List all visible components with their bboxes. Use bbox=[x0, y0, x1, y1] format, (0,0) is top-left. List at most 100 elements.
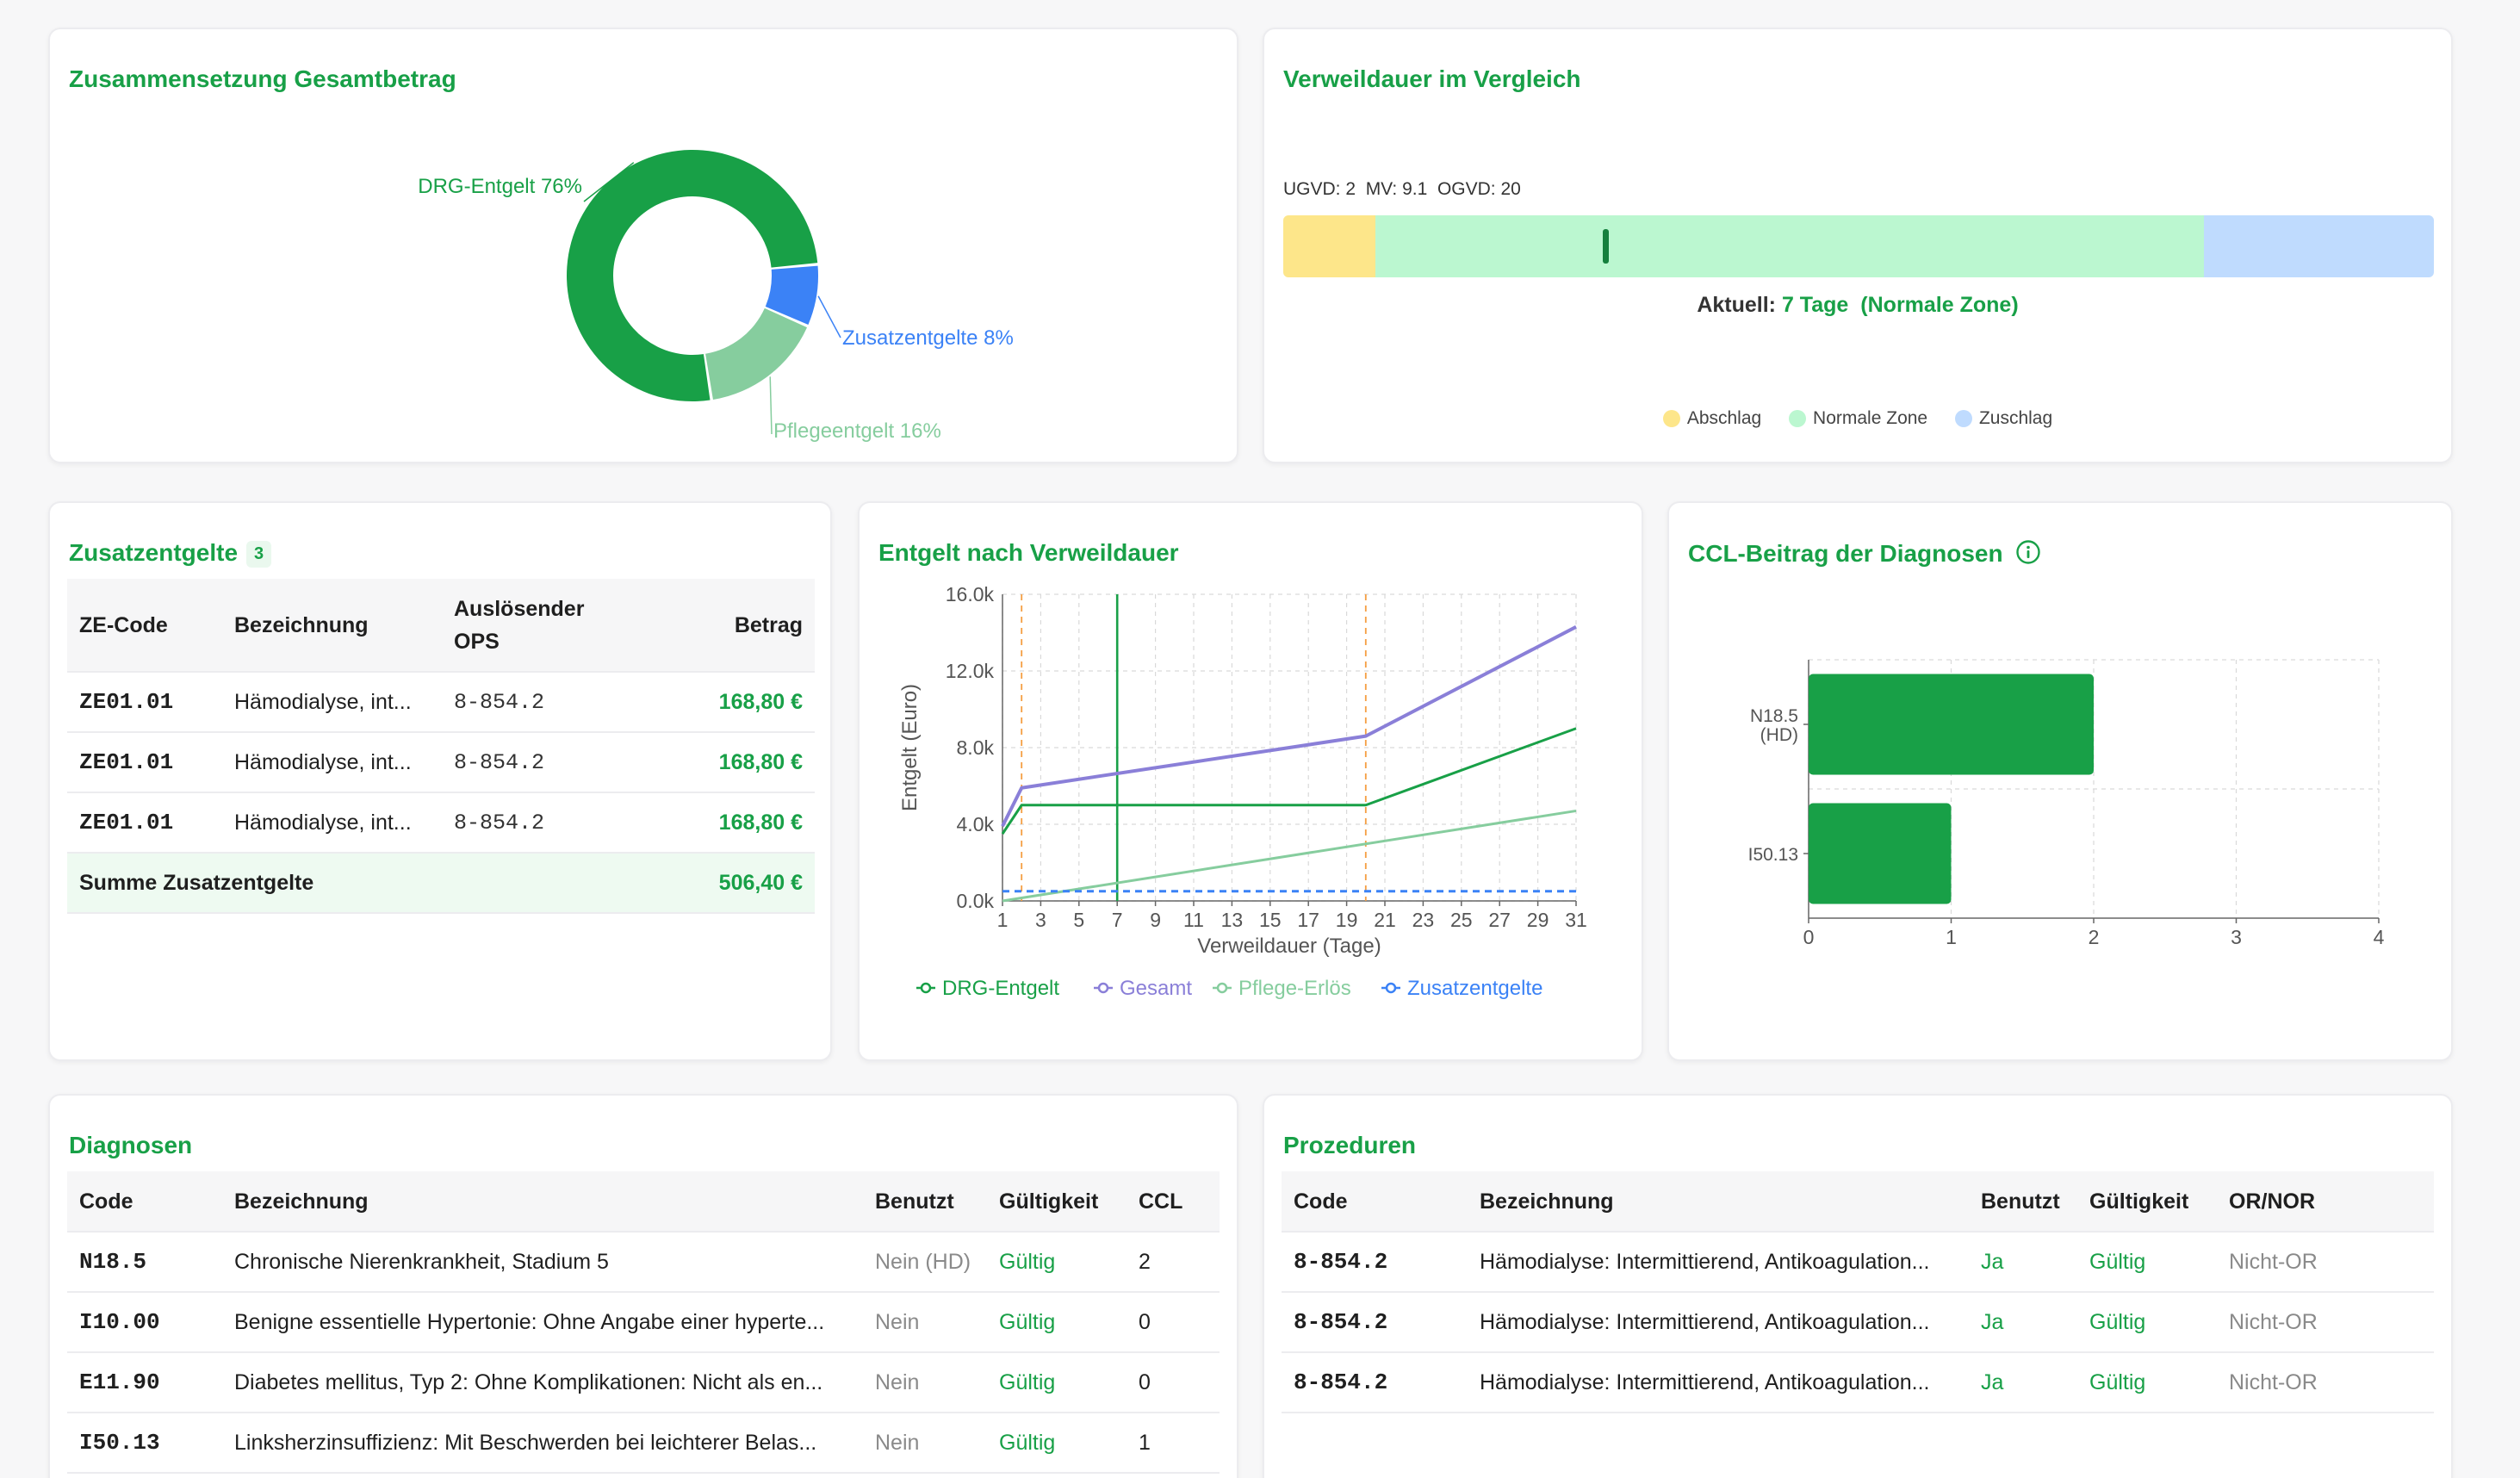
col-ausloesender-ops[interactable]: Auslösender OPS bbox=[442, 579, 627, 673]
table-row[interactable]: I10.00 Benigne essentielle Hypertonie: Oh… bbox=[67, 1292, 1220, 1353]
slice-pflegeentgelt-label: Pflegeentgelt 16% bbox=[773, 419, 941, 443]
table-row[interactable]: ZE01.01 Hämodialyse, int... 8-854.2 168,80 … bbox=[67, 672, 815, 733]
table-row[interactable]: 8-854.2 Hämodialyse: Intermittierend, Ant… bbox=[1282, 1352, 2434, 1413]
stay-current-label: Aktuell: bbox=[1697, 293, 1782, 317]
table-row[interactable]: ZE01.01 Hämodialyse, int... 8-854.2 168,80 … bbox=[67, 792, 815, 854]
svg-text:Pflege-Erlös: Pflege-Erlös bbox=[1238, 977, 1351, 1000]
zusatz-count-badge: 3 bbox=[246, 541, 272, 568]
prozeduren-card: Prozeduren Code Bezeichnung Benutzt Gült… bbox=[1263, 1094, 2453, 1478]
prozeduren-title: Prozeduren bbox=[1283, 1132, 1417, 1158]
prozeduren-table: Code Bezeichnung Benutzt Gültigkeit OR/N… bbox=[1282, 1171, 2434, 1413]
x-tick-label: 27 bbox=[1488, 909, 1511, 931]
diagnosen-header-row: Code Bezeichnung Benutzt Gültigkeit CCL bbox=[67, 1171, 1220, 1233]
x-tick-label: 4 bbox=[2374, 926, 2385, 948]
y-axis-label: Entgelt (Euro) bbox=[898, 684, 922, 811]
ops-cell: 8-854.2 bbox=[442, 672, 627, 733]
stay-current-zone: (Normale Zone) bbox=[1860, 293, 2019, 317]
stay-current: Aktuell: 7 Tage (Normale Zone) bbox=[1264, 293, 2451, 318]
bezeichnung-cell: Hämodialyse: Intermittierend, Antikoagul… bbox=[1468, 1292, 1969, 1353]
table-row[interactable]: I50.13 Linksherzinsuffizienz: Mit Beschwe… bbox=[67, 1413, 1220, 1474]
bezeichnung-cell: Hämodialyse: Intermittierend, Antikoagul… bbox=[1468, 1352, 1969, 1413]
bezeichnung-cell: Diabetes mellitus, Typ 2: Ohne Komplikat… bbox=[222, 1352, 863, 1413]
table-row[interactable]: 8-854.2 Hämodialyse: Intermittierend, Ant… bbox=[1282, 1292, 2434, 1353]
series-line-drg-entgelt[interactable] bbox=[1001, 727, 1577, 835]
svg-text:DRG-Entgelt: DRG-Entgelt bbox=[942, 977, 1059, 1000]
or-nor-cell: Nicht-OR bbox=[2217, 1352, 2434, 1413]
y-tick-label: N18.5 (HD) bbox=[1750, 706, 1798, 745]
x-tick-label: 25 bbox=[1450, 909, 1473, 931]
x-tick-label: 13 bbox=[1221, 909, 1244, 931]
col-gueltigkeit[interactable]: Gültigkeit bbox=[987, 1171, 1127, 1233]
col-or-nor[interactable]: OR/NOR bbox=[2217, 1171, 2434, 1233]
slice-zusatzentgelte-leader bbox=[817, 295, 841, 338]
col-benutzt[interactable]: Benutzt bbox=[1969, 1171, 2077, 1233]
ccl-cell: 1 bbox=[1127, 1413, 1220, 1474]
ops-cell: 8-854.2 bbox=[442, 732, 627, 793]
x-tick-label: 19 bbox=[1336, 909, 1358, 931]
slice-drg-entgelt[interactable] bbox=[567, 150, 818, 401]
sum-amount: 506,40 € bbox=[627, 853, 815, 914]
svg-text:Gesamt: Gesamt bbox=[1120, 977, 1192, 1000]
zusatz-header-row: ZE-Code Bezeichnung Auslösender OPS Betr… bbox=[67, 579, 815, 673]
gueltigkeit-cell: Gültig bbox=[987, 1292, 1127, 1353]
composition-title: Zusammensetzung Gesamtbetrag bbox=[69, 65, 456, 92]
series-line-pflege-erl-s[interactable] bbox=[1002, 809, 1577, 903]
table-row[interactable]: E11.90 Diabetes mellitus, Typ 2: Ohne Kom… bbox=[67, 1352, 1220, 1413]
series-line-gesamt[interactable] bbox=[1001, 625, 1577, 828]
entgelt-card: Entgelt nach Verweildauer 0.0k 4.0k 8.0k 12… bbox=[858, 501, 1643, 1061]
legend-item-pflege-erl-s[interactable]: Pflege-Erlös bbox=[1213, 977, 1351, 1000]
stay-current-marker bbox=[1603, 229, 1610, 264]
info-icon[interactable] bbox=[2015, 539, 2041, 571]
diagnosen-table: Code Bezeichnung Benutzt Gültigkeit CCL … bbox=[67, 1171, 1220, 1474]
x-tick-label: 15 bbox=[1259, 909, 1282, 931]
x-tick-label: 21 bbox=[1374, 909, 1396, 931]
col-bezeichnung[interactable]: Bezeichnung bbox=[222, 1171, 863, 1233]
diagnose-code-cell: E11.90 bbox=[67, 1352, 222, 1413]
legend-item-gesamt[interactable]: Gesamt bbox=[1094, 977, 1192, 1000]
or-nor-cell: Nicht-OR bbox=[2217, 1292, 2434, 1353]
col-ccl[interactable]: CCL bbox=[1127, 1171, 1220, 1233]
col-gueltigkeit[interactable]: Gültigkeit bbox=[2077, 1171, 2217, 1233]
benutzt-cell: Ja bbox=[1969, 1352, 2077, 1413]
betrag-cell: 168,80 € bbox=[627, 672, 815, 733]
col-bezeichnung[interactable]: Bezeichnung bbox=[1468, 1171, 1969, 1233]
col-ze-code[interactable]: ZE-Code bbox=[67, 579, 222, 673]
bezeichnung-cell: Hämodialyse, int... bbox=[222, 672, 442, 733]
diagnose-code-cell: N18.5 bbox=[67, 1232, 222, 1293]
ccl-cell: 0 bbox=[1127, 1292, 1220, 1353]
col-betrag[interactable]: Betrag bbox=[627, 579, 815, 673]
zusatz-title: Zusatzentgelte bbox=[69, 539, 239, 566]
ccl-cell: 0 bbox=[1127, 1352, 1220, 1413]
slice-zusatzentgelte[interactable] bbox=[765, 265, 818, 325]
legend-item-zusatzentgelte[interactable]: Zusatzentgelte bbox=[1381, 977, 1542, 1000]
x-tick-label: 9 bbox=[1150, 909, 1161, 931]
ze-code-cell: ZE01.01 bbox=[67, 792, 222, 854]
prozedur-code-cell: 8-854.2 bbox=[1282, 1352, 1468, 1413]
col-code[interactable]: Code bbox=[67, 1171, 222, 1233]
ops-cell: 8-854.2 bbox=[442, 792, 627, 854]
slice-drg-entgelt-label: DRG-Entgelt 76% bbox=[418, 175, 582, 198]
slice-pflegeentgelt[interactable] bbox=[705, 307, 808, 401]
table-row[interactable]: N18.5 Chronische Nierenkrankheit, Stadium… bbox=[67, 1232, 1220, 1293]
table-row[interactable]: 8-854.2 Hämodialyse: Intermittierend, Ant… bbox=[1282, 1232, 2434, 1293]
x-tick-label: 11 bbox=[1183, 909, 1204, 931]
bar-0[interactable] bbox=[1809, 674, 2094, 775]
col-benutzt[interactable]: Benutzt bbox=[863, 1171, 987, 1233]
legend-item-drg-entgelt[interactable]: DRG-Entgelt bbox=[916, 977, 1059, 1000]
ccl-title-row: CCL-Beitrag der Diagnosen bbox=[1688, 539, 2041, 571]
col-bezeichnung[interactable]: Bezeichnung bbox=[222, 579, 442, 673]
col-code[interactable]: Code bbox=[1282, 1171, 1468, 1233]
gueltigkeit-cell: Gültig bbox=[2077, 1352, 2217, 1413]
x-tick-label: 7 bbox=[1112, 909, 1123, 931]
diagnose-code-cell: I10.00 bbox=[67, 1292, 222, 1353]
stay-bar-abschlag bbox=[1283, 215, 1375, 277]
bar-1[interactable] bbox=[1809, 803, 1952, 904]
slice-drg-entgelt-leader bbox=[583, 162, 635, 202]
gueltigkeit-cell: Gültig bbox=[987, 1232, 1127, 1293]
table-row[interactable]: ZE01.01 Hämodialyse, int... 8-854.2 168,80 … bbox=[67, 732, 815, 793]
gueltigkeit-cell: Gültig bbox=[2077, 1292, 2217, 1353]
bezeichnung-cell: Hämodialyse, int... bbox=[222, 792, 442, 854]
composition-card: Zusammensetzung Gesamtbetrag Zusatzentge… bbox=[48, 28, 1238, 463]
entgelt-title: Entgelt nach Verweildauer bbox=[878, 539, 1179, 566]
